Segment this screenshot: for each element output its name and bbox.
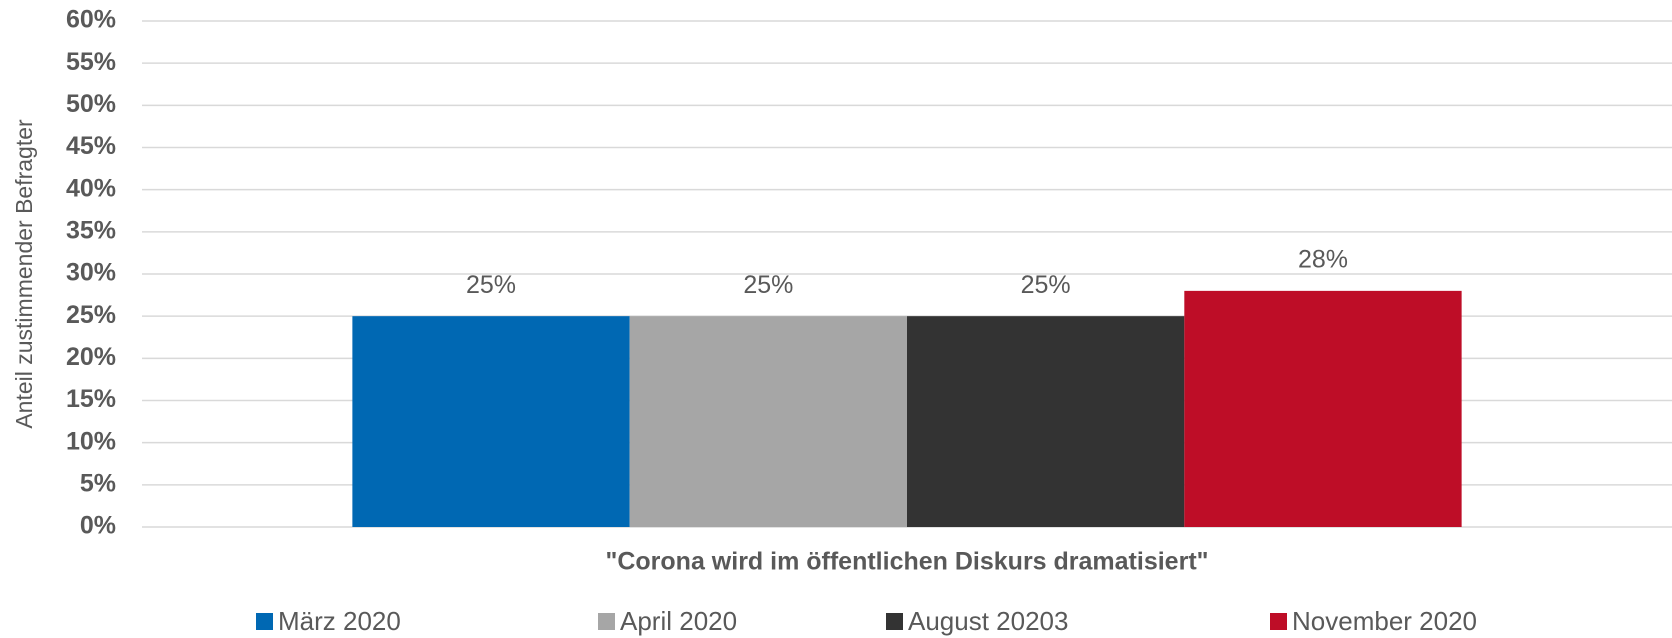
y-tick-label: 35% xyxy=(66,216,116,244)
x-tick-label: "Corona wird im öffentlichen Diskurs dra… xyxy=(606,548,1209,576)
bar xyxy=(629,316,907,527)
bar xyxy=(1184,290,1462,527)
value-label: 25% xyxy=(466,271,516,299)
legend-label: August 20203 xyxy=(908,606,1068,636)
y-axis-title: Anteil zustimmender Befragter xyxy=(11,119,37,429)
value-label: 25% xyxy=(1021,271,1071,299)
y-tick-label: 55% xyxy=(66,48,116,76)
bar xyxy=(352,316,630,527)
y-tick-label: 45% xyxy=(66,132,116,160)
y-tick-label: 40% xyxy=(66,174,116,202)
value-label: 28% xyxy=(1298,245,1348,273)
legend-swatch xyxy=(1270,613,1287,630)
y-tick-label: 50% xyxy=(66,90,116,118)
legend-swatch xyxy=(598,613,615,630)
y-tick-label: 5% xyxy=(80,469,116,497)
y-tick-label: 20% xyxy=(66,343,116,371)
legend-label: November 2020 xyxy=(1292,606,1477,636)
legend-label: April 2020 xyxy=(620,606,737,636)
y-tick-label: 0% xyxy=(80,512,116,540)
y-tick-label: 30% xyxy=(66,259,116,287)
legend-swatch xyxy=(886,613,903,630)
legend-swatch xyxy=(256,613,273,630)
value-label: 25% xyxy=(743,271,793,299)
y-tick-label: 25% xyxy=(66,301,116,329)
legend-label: März 2020 xyxy=(278,606,401,636)
y-tick-label: 60% xyxy=(66,6,116,34)
y-tick-label: 15% xyxy=(66,385,116,413)
y-tick-label: 10% xyxy=(66,427,116,455)
bar xyxy=(907,316,1185,527)
